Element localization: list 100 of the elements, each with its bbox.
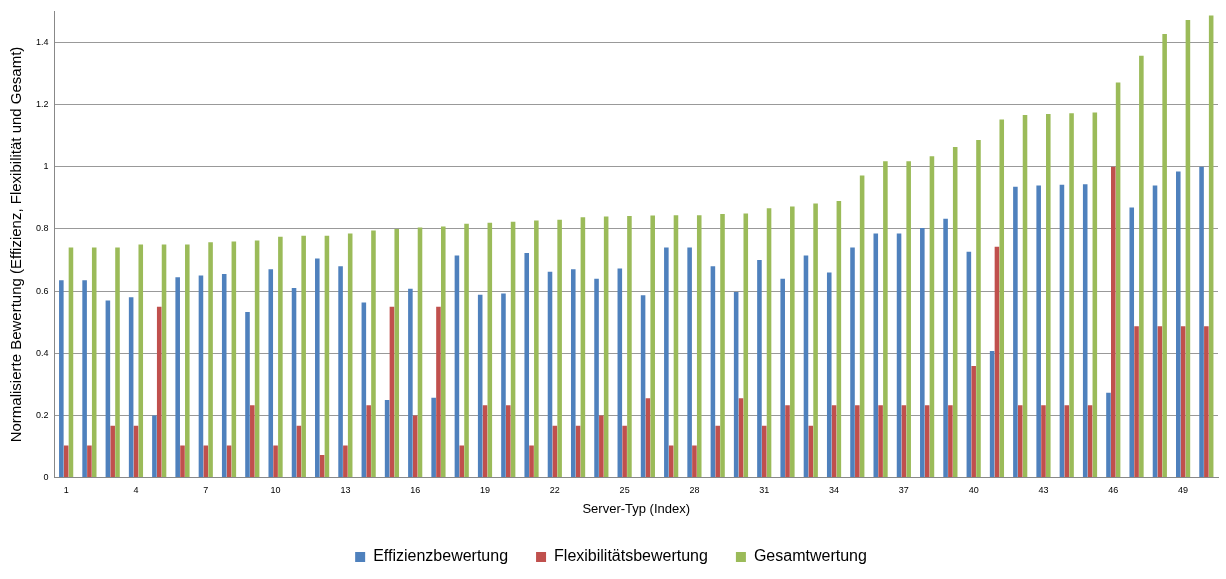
bar	[185, 244, 190, 478]
x-tick-label: 25	[619, 485, 630, 496]
bar	[780, 278, 785, 478]
bar	[920, 228, 925, 478]
bar	[943, 218, 948, 478]
bar	[761, 425, 767, 478]
bar	[743, 213, 749, 478]
x-tick-label: 10	[270, 485, 281, 496]
bar	[757, 260, 762, 478]
bar	[622, 425, 627, 478]
bar	[557, 219, 562, 478]
bar	[1064, 405, 1070, 478]
y-tick-label: 0.2	[36, 409, 49, 420]
bar	[1129, 207, 1135, 478]
bar	[203, 445, 209, 478]
bar	[906, 161, 911, 478]
bar	[1041, 405, 1046, 478]
bar	[505, 405, 511, 478]
x-tick-label: 7	[203, 485, 209, 496]
bar	[371, 230, 376, 478]
bar	[599, 415, 604, 478]
bar	[696, 215, 702, 478]
bar	[138, 244, 144, 478]
bar	[82, 280, 87, 478]
bar	[394, 228, 400, 478]
bar	[878, 405, 883, 478]
bar	[59, 280, 64, 478]
bar	[87, 445, 92, 478]
bar	[1106, 392, 1111, 478]
bar	[152, 415, 157, 478]
y-tick-label: 0.8	[36, 223, 49, 234]
bar	[1134, 326, 1139, 478]
bar	[268, 269, 274, 478]
bar	[208, 242, 213, 478]
x-tick-label: 16	[410, 485, 421, 496]
bar	[826, 272, 832, 478]
bar	[627, 215, 632, 478]
bar	[715, 425, 720, 478]
bar	[570, 269, 576, 478]
bar	[91, 247, 97, 478]
bar	[873, 233, 879, 478]
bar	[315, 258, 320, 478]
bar	[175, 277, 180, 478]
bar	[971, 366, 976, 478]
bar	[664, 247, 669, 478]
legend-label: Gesamtwertung	[753, 547, 867, 565]
x-tick-label: 13	[340, 485, 351, 496]
bar	[850, 247, 855, 478]
bar	[1204, 326, 1209, 478]
x-tick-label: 40	[968, 485, 979, 496]
bar	[156, 306, 162, 478]
bar	[999, 119, 1005, 478]
y-tick-label: 0.4	[36, 347, 49, 358]
bar	[1176, 171, 1181, 478]
bar	[1162, 34, 1167, 478]
bar	[790, 206, 795, 478]
y-axis-title: Normalisierte Bewertung (Effizienz, Flexibilität und Gesamt)	[7, 46, 25, 443]
bar	[1046, 113, 1051, 478]
legend-label: Flexibilitätsbewertung	[554, 547, 708, 565]
bar	[408, 288, 413, 478]
bar	[1111, 166, 1116, 478]
bar	[436, 306, 441, 478]
x-tick-label: 19	[479, 485, 491, 496]
bar	[110, 425, 115, 478]
legend-label: Effizienzbewertung	[373, 547, 509, 565]
bar	[221, 274, 227, 478]
bar	[440, 226, 446, 478]
bar	[948, 405, 953, 478]
bar	[785, 405, 790, 478]
bar	[245, 311, 250, 478]
bar	[883, 161, 888, 478]
bar	[720, 214, 725, 478]
bar	[366, 405, 371, 478]
y-tick-label: 0	[43, 472, 49, 483]
bar	[278, 236, 283, 478]
bar	[687, 247, 692, 478]
bar	[431, 397, 436, 478]
bar	[338, 266, 343, 478]
bar	[1139, 55, 1144, 478]
y-tick-label: 1.2	[36, 99, 49, 110]
bar	[1199, 166, 1204, 478]
bar	[459, 445, 465, 478]
bar	[464, 223, 469, 478]
bar	[534, 220, 539, 478]
x-axis-title: Server-Typ (Index)	[582, 500, 691, 516]
bar	[524, 252, 530, 478]
y-tick-label: 0.6	[36, 285, 49, 296]
bar	[813, 203, 818, 478]
x-tick-label: 49	[1178, 485, 1189, 496]
x-tick-label: 34	[829, 485, 840, 496]
bar	[529, 445, 534, 478]
bar	[1013, 186, 1018, 478]
x-tick-label: 46	[1108, 485, 1119, 496]
y-tick-label: 1.4	[36, 36, 49, 47]
bar	[250, 405, 255, 478]
bar	[501, 293, 506, 478]
x-tick-label: 43	[1038, 485, 1049, 496]
x-tick-label: 31	[759, 485, 770, 496]
x-tick-label: 1	[63, 485, 69, 496]
x-tick-label: 4	[133, 485, 139, 496]
